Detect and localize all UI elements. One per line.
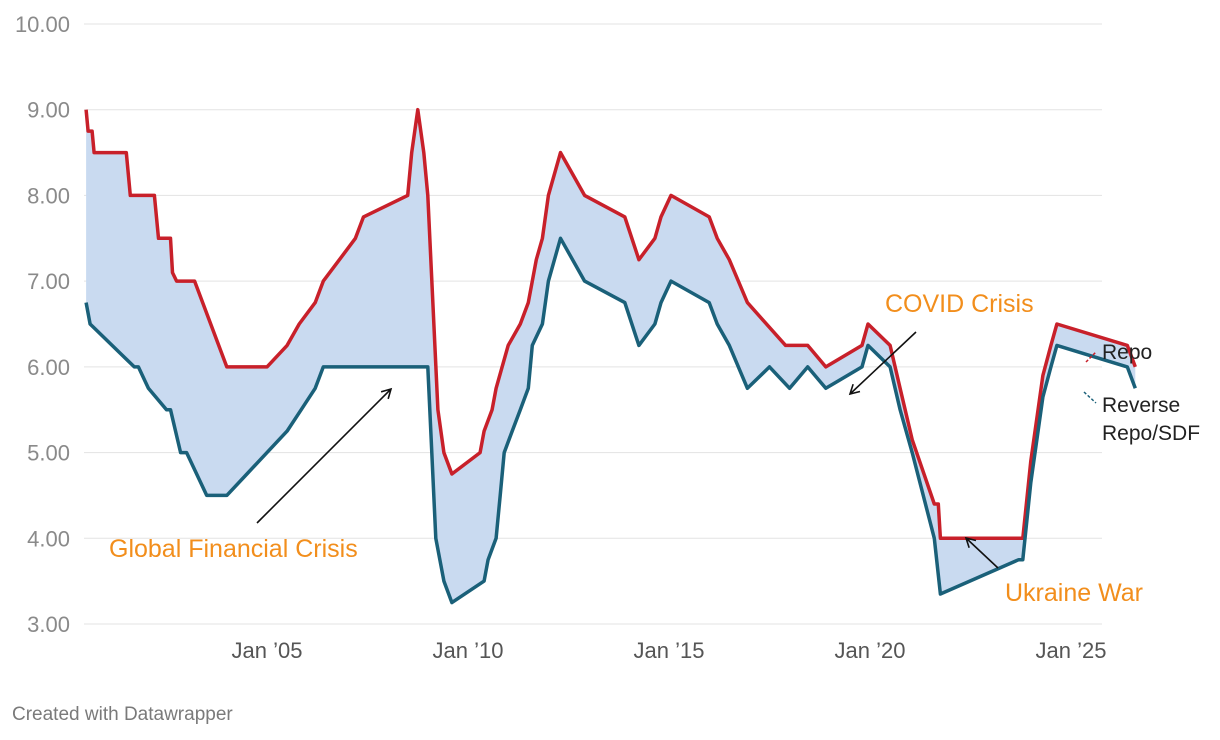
covid-arrow xyxy=(848,331,917,396)
reverse-series-label-line1: Reverse xyxy=(1102,394,1180,417)
y-tick-label: 5.00 xyxy=(27,441,70,466)
x-tick-label: Jan ’25 xyxy=(1036,638,1107,663)
y-tick-label: 7.00 xyxy=(27,269,70,294)
grid-lines xyxy=(84,23,1102,625)
gfc-annotation: Global Financial Crisis xyxy=(109,535,358,563)
x-tick-label: Jan ’15 xyxy=(634,638,705,663)
repo-label-connector xyxy=(1085,351,1097,363)
y-tick-label: 6.00 xyxy=(27,355,70,380)
chart-svg: 3.00 4.00 5.00 6.00 7.00 8.00 9.00 10.00 Jan ’0… xyxy=(15,12,1200,663)
y-tick-label: 9.00 xyxy=(27,98,70,123)
covid-annotation: COVID Crisis xyxy=(885,290,1034,318)
x-axis-ticks: Jan ’05 Jan ’10 Jan ’15 Jan ’20 Jan ’25 xyxy=(232,638,1107,663)
spread-area xyxy=(86,109,1136,603)
footer-credit: Created with Datawrapper xyxy=(12,704,233,725)
ukraine-annotation: Ukraine War xyxy=(1005,579,1143,607)
x-tick-label: Jan ’05 xyxy=(232,638,303,663)
reverse-series-label-line2: Repo/SDF xyxy=(1102,422,1200,445)
reverse-repo-line xyxy=(84,236,1137,605)
x-tick-label: Jan ’10 xyxy=(433,638,504,663)
repo-series-label: Repo xyxy=(1102,341,1152,364)
gfc-arrow xyxy=(256,387,393,524)
reverse-label-connector xyxy=(1083,391,1097,404)
x-tick-label: Jan ’20 xyxy=(835,638,906,663)
y-tick-label: 3.00 xyxy=(27,612,70,637)
y-tick-label: 10.00 xyxy=(15,12,70,37)
y-tick-label: 4.00 xyxy=(27,526,70,551)
ukraine-arrow xyxy=(964,536,999,569)
repo-line xyxy=(84,107,1137,541)
y-axis-ticks: 3.00 4.00 5.00 6.00 7.00 8.00 9.00 10.00 xyxy=(15,12,70,637)
y-tick-label: 8.00 xyxy=(27,183,70,208)
